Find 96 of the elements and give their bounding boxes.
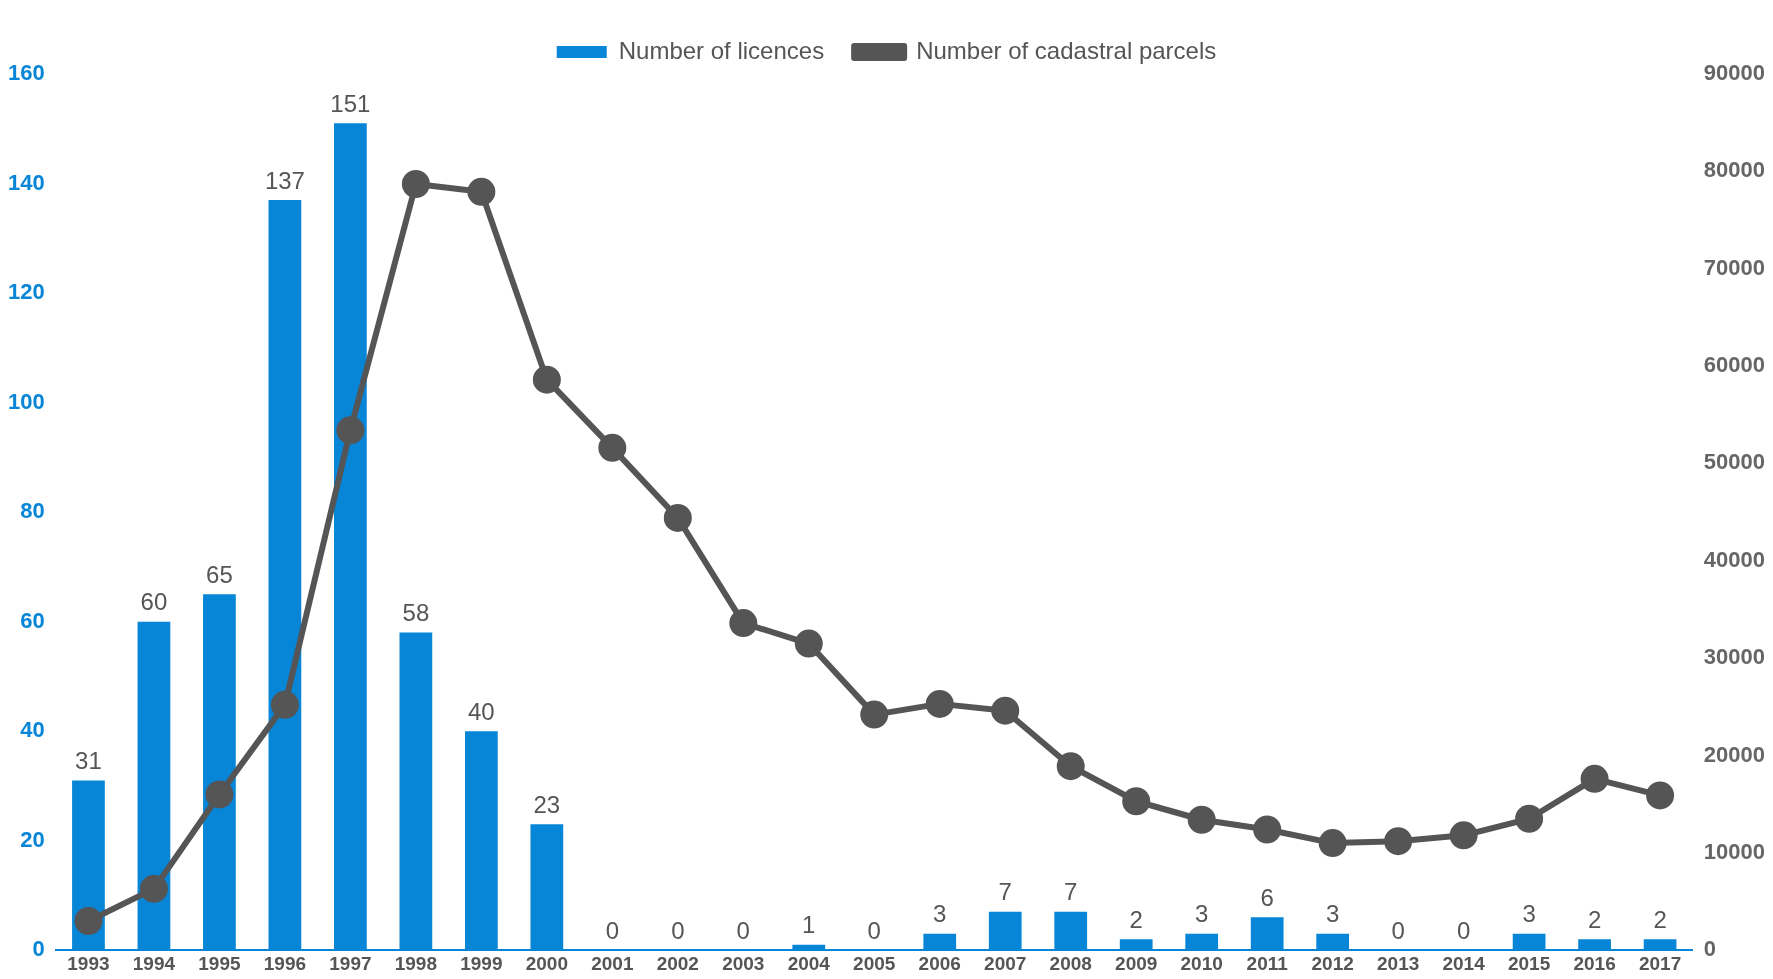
point: [1187, 805, 1216, 834]
data-label: 2: [1129, 905, 1143, 933]
y-tick-label: 160: [7, 60, 45, 86]
y2-tick-label: 20000: [1703, 741, 1766, 767]
y-tick-label: 0: [32, 936, 45, 962]
x-tick-label: 2016: [1573, 952, 1616, 974]
y-tick-label: 40: [20, 717, 45, 743]
x-tick-label: 2013: [1377, 952, 1420, 974]
y2-tick-label: 50000: [1703, 449, 1766, 475]
point: [205, 780, 234, 809]
point: [401, 170, 430, 199]
point: [729, 609, 758, 638]
x-tick-label: 1996: [263, 952, 307, 974]
data-label: 31: [75, 747, 102, 775]
x-tick-label: 2007: [984, 952, 1027, 974]
point: [925, 689, 954, 718]
x-tick-label: 2003: [722, 952, 765, 974]
x-tick-label: 1994: [132, 952, 176, 974]
point: [991, 696, 1020, 725]
x-tick-label: 2006: [918, 952, 961, 974]
point: [663, 503, 692, 532]
data-label: 2: [1587, 905, 1602, 933]
data-label: 0: [867, 916, 881, 944]
y-tick-label: 60: [20, 607, 45, 633]
point: [1449, 821, 1478, 850]
x-tick-label: 2009: [1115, 952, 1158, 974]
y-tick-label: 20: [20, 826, 45, 852]
y-tick-label: 140: [7, 169, 45, 195]
data-label: 58: [402, 599, 430, 627]
x-tick-label: 2012: [1311, 952, 1354, 974]
data-label: 40: [468, 697, 495, 725]
x-tick-label: 1997: [329, 952, 372, 974]
data-label: 7: [998, 878, 1012, 906]
data-label: 65: [206, 560, 233, 588]
point: [1515, 804, 1544, 833]
point: [860, 700, 889, 729]
data-label: 23: [533, 790, 561, 818]
y-tick-label: 120: [7, 279, 45, 305]
x-tick-label: 2010: [1180, 952, 1223, 974]
data-label: 1: [802, 911, 816, 939]
x-tick-label: 2005: [853, 952, 896, 974]
x-tick-label: 1995: [198, 952, 241, 974]
x-tick-label: 2011: [1246, 952, 1289, 974]
point: [794, 629, 823, 658]
x-tick-label: 2002: [656, 952, 699, 974]
point: [270, 690, 299, 719]
y2-tick-label: 60000: [1703, 352, 1766, 378]
y-tick-label: 100: [7, 388, 45, 414]
x-tick-label: 2000: [525, 952, 568, 974]
x-tick-label: 1999: [460, 952, 503, 974]
point: [1056, 752, 1085, 781]
x-tick-label: 2017: [1638, 952, 1682, 974]
data-label: 0: [1456, 916, 1471, 944]
data-label: 0: [1391, 916, 1405, 944]
data-label: 3: [1522, 900, 1536, 928]
point: [1580, 764, 1609, 793]
y2-tick-label: 40000: [1703, 546, 1766, 572]
point: [598, 433, 627, 462]
x-tick-label: 2001: [591, 952, 634, 974]
point: [139, 874, 168, 903]
legend-label: Number of licences: [618, 36, 825, 64]
x-tick-label: 2014: [1442, 952, 1486, 974]
data-label: 7: [1064, 878, 1078, 906]
data-label: 3: [933, 900, 947, 928]
point: [532, 365, 561, 394]
y2-tick-label: 30000: [1703, 644, 1766, 670]
y2-tick-label: 10000: [1703, 838, 1766, 864]
data-label: 3: [1195, 900, 1209, 928]
data-label: 151: [330, 89, 371, 117]
y2-tick-label: 90000: [1703, 60, 1766, 86]
data-label: 0: [671, 916, 685, 944]
x-tick-label: 1998: [394, 952, 438, 974]
data-label: 6: [1260, 883, 1274, 911]
legend-label: Number of cadastral parcels: [916, 36, 1217, 64]
y-tick-label: 80: [20, 498, 45, 524]
data-label: 0: [605, 916, 620, 944]
x-tick-label: 1993: [67, 952, 110, 974]
point: [1384, 827, 1413, 856]
point: [467, 177, 496, 206]
y2-tick-label: 70000: [1703, 254, 1766, 280]
y2-tick-label: 80000: [1703, 157, 1766, 183]
y2-tick-label: 0: [1703, 936, 1717, 962]
point: [336, 416, 365, 445]
data-label: 0: [736, 916, 750, 944]
data-label: 2: [1653, 905, 1667, 933]
x-tick-label: 2008: [1049, 952, 1092, 974]
point: [74, 906, 103, 935]
point: [1122, 787, 1151, 816]
data-label: 60: [140, 588, 168, 616]
data-label: 137: [264, 166, 305, 194]
x-tick-label: 2015: [1507, 952, 1551, 974]
data-label: 3: [1325, 900, 1340, 928]
point: [1253, 815, 1282, 844]
point: [1318, 829, 1347, 858]
point: [1646, 781, 1675, 810]
x-tick-label: 2004: [787, 952, 831, 974]
